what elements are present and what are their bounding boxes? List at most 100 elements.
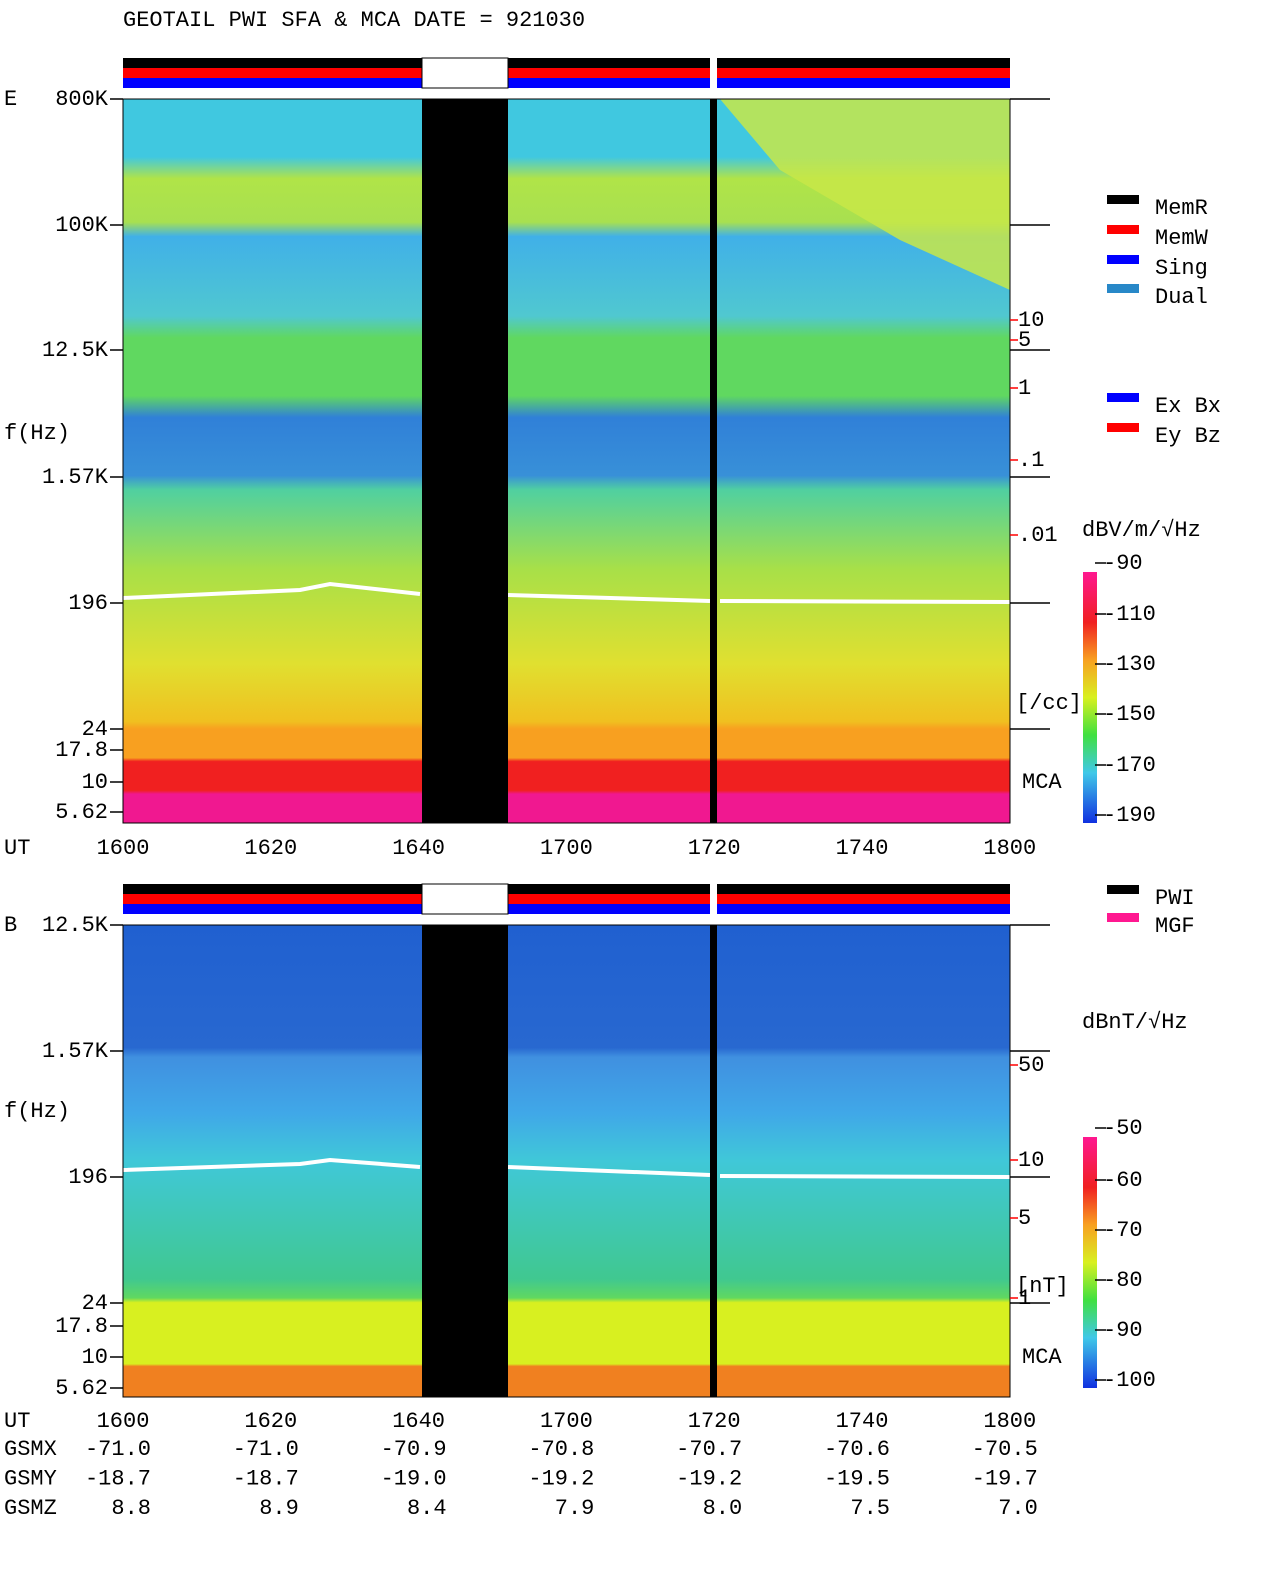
density-tick-label: 50 <box>1018 1053 1044 1078</box>
orbit-value: 8.4 <box>407 1496 447 1521</box>
x-tick-label: 1640 <box>392 1409 445 1434</box>
colorbar-tick-label: -190 <box>1103 803 1156 828</box>
orbit-value: -19.2 <box>528 1466 594 1491</box>
legend-label: Sing <box>1155 256 1208 281</box>
y-tick-label: 17.8 <box>55 738 108 763</box>
density-tick-label: 5 <box>1018 1206 1031 1231</box>
legend-label: Ey Bz <box>1155 424 1221 449</box>
colorbar-unit: dBV/m/√Hz <box>1082 518 1201 543</box>
colorbar-tick-label: -90 <box>1103 1318 1143 1343</box>
orbit-value: -71.0 <box>85 1437 151 1462</box>
legend-swatch <box>1107 393 1139 402</box>
orbit-value: -19.2 <box>676 1466 742 1491</box>
colorbar-tick-label: -100 <box>1103 1368 1156 1393</box>
orbit-value: 8.0 <box>703 1496 743 1521</box>
y-tick-label: 10 <box>82 1345 108 1370</box>
y-tick-label: 1.57K <box>42 465 109 490</box>
x-tick-label: 1800 <box>983 836 1036 861</box>
legend-label: Ex Bx <box>1155 394 1221 419</box>
y-tick-label: 10 <box>82 770 108 795</box>
orbit-value: -70.8 <box>528 1437 594 1462</box>
colorbar-tick-label: -80 <box>1103 1268 1143 1293</box>
orbit-value: 7.5 <box>850 1496 890 1521</box>
orbit-label: GSMY <box>4 1466 57 1491</box>
density-tick-label: 10 <box>1018 308 1044 333</box>
density-tick-label: 1 <box>1018 376 1031 401</box>
legend-swatch <box>1107 284 1139 293</box>
colorbar-unit: dBnT/√Hz <box>1082 1010 1188 1035</box>
colorbar-tick-label: -50 <box>1103 1116 1143 1141</box>
x-tick-label: 1600 <box>97 1409 150 1434</box>
legend-swatch <box>1107 885 1139 894</box>
spectrogram-feature <box>720 99 1010 290</box>
colorbar-tick-label: -110 <box>1103 602 1156 627</box>
mca-label: MCA <box>1022 1345 1062 1370</box>
colorbar <box>1083 572 1097 823</box>
orbit-value: -18.7 <box>233 1466 299 1491</box>
legend-swatch <box>1107 423 1139 432</box>
x-axis-label: UT <box>4 836 30 861</box>
x-axis-label: UT <box>4 1409 30 1434</box>
legend-swatch <box>1107 255 1139 264</box>
y-axis-label: f(Hz) <box>4 421 70 446</box>
colorbar-tick-label: -60 <box>1103 1168 1143 1193</box>
legend-label: MemW <box>1155 226 1209 251</box>
density-tick-label: 1 <box>1018 1286 1031 1311</box>
title: GEOTAIL PWI SFA & MCA DATE = 921030 <box>123 8 585 33</box>
x-tick-label: 1620 <box>244 1409 297 1434</box>
status-bar <box>123 57 1010 915</box>
orbit-value: -70.9 <box>381 1437 447 1462</box>
spectrogram-e <box>123 99 1010 823</box>
orbit-value: -70.7 <box>676 1437 742 1462</box>
x-tick-label: 1720 <box>688 1409 741 1434</box>
density-tick-label: .01 <box>1018 523 1058 548</box>
legend-label: MemR <box>1155 196 1208 221</box>
frame <box>122 98 1011 824</box>
orbit-value: -70.6 <box>824 1437 890 1462</box>
panel-label: B <box>4 913 17 938</box>
panel-label: E <box>4 87 17 112</box>
orbit-value: -19.0 <box>381 1466 447 1491</box>
colorbar-tick-label: -170 <box>1103 753 1156 778</box>
y-axis-label: f(Hz) <box>4 1099 70 1124</box>
frame <box>122 924 1011 1398</box>
x-tick-label: 1700 <box>540 836 593 861</box>
orbit-value: -70.5 <box>972 1437 1038 1462</box>
density-unit: [nT] <box>1016 1274 1069 1299</box>
density-unit: [/cc] <box>1016 691 1082 716</box>
x-tick-label: 1720 <box>688 836 741 861</box>
legend-swatch <box>1107 225 1139 234</box>
orbit-value: -19.5 <box>824 1466 890 1491</box>
colorbar-tick-label: -70 <box>1103 1218 1143 1243</box>
x-tick-label: 1800 <box>983 1409 1036 1434</box>
y-tick-label: 24 <box>82 1291 108 1316</box>
y-tick-label: 1.57K <box>42 1039 109 1064</box>
x-tick-label: 1620 <box>244 836 297 861</box>
legend-label: Dual <box>1155 285 1208 310</box>
y-tick-label: 100K <box>55 213 109 238</box>
legend-label: MGF <box>1155 914 1195 939</box>
orbit-value: -18.7 <box>85 1466 151 1491</box>
legend-swatch <box>1107 913 1139 922</box>
orbit-label: GSMZ <box>4 1496 57 1521</box>
plasma-line <box>507 593 1011 604</box>
density-tick-label: 5 <box>1018 328 1031 353</box>
colorbar-tick-label: -130 <box>1103 652 1156 677</box>
plasma-line <box>122 581 421 600</box>
y-tick-label: 12.5K <box>42 338 109 363</box>
y-tick-label: 5.62 <box>55 800 108 825</box>
orbit-value: 7.0 <box>998 1496 1038 1521</box>
x-tick-label: 1740 <box>836 1409 889 1434</box>
orbit-value: -19.7 <box>972 1466 1038 1491</box>
legend-swatch <box>1107 195 1139 204</box>
data-gap <box>710 925 717 1397</box>
y-tick-label: 17.8 <box>55 1314 108 1339</box>
colorbar-tick-label: -150 <box>1103 702 1156 727</box>
plasma-line <box>122 1157 1011 1179</box>
orbit-label: GSMX <box>4 1437 57 1462</box>
orbit-value: 8.8 <box>111 1496 151 1521</box>
orbit-value: 7.9 <box>555 1496 595 1521</box>
data-gap <box>422 99 508 823</box>
orbit-value: -71.0 <box>233 1437 299 1462</box>
